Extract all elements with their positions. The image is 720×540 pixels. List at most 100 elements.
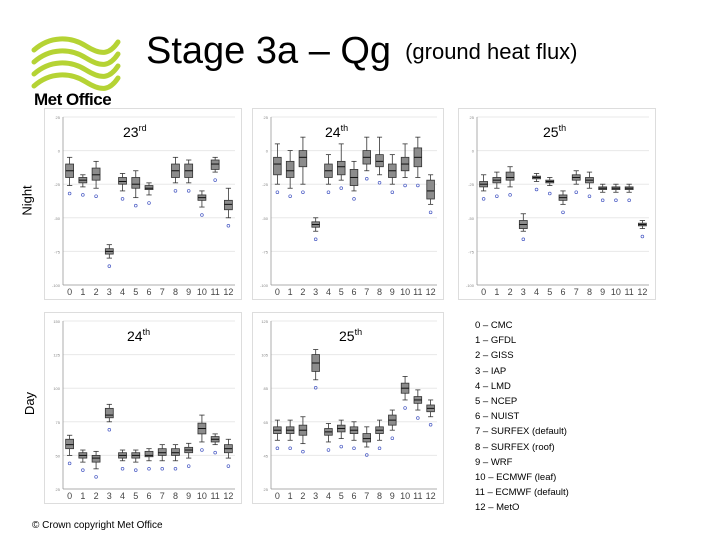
outlier-point [561,210,565,215]
legend-item: 9 – WRF [475,456,513,468]
x-tick-label: 1 [288,491,293,501]
copyright-notice: © Crown copyright Met Office [32,520,163,531]
x-tick-label: 5 [547,287,552,297]
outlier-point [94,475,98,479]
legend-item: 1 – GFDL [475,335,517,347]
outlier-point [200,213,204,217]
outlier-point [186,189,191,193]
y-tick-label: 65 [264,420,269,425]
x-tick-label: 9 [390,491,395,501]
box [273,156,282,176]
legend-item: 3 – IAP [475,365,507,377]
legend-item: 5 – NCEP [475,395,518,407]
y-tick-label: 0 [472,149,475,154]
x-tick-label: 10 [197,287,207,297]
outlier-point [301,449,305,454]
x-tick-label: 11 [210,287,219,297]
x-tick-label: 0 [275,287,280,297]
y-tick-label: -100 [52,283,61,288]
x-tick-label: 11 [413,491,422,501]
outlier-point [416,416,420,420]
outlier-point [365,177,369,181]
outlier-point [627,198,631,203]
x-tick-label: 5 [133,287,138,297]
box [157,448,167,456]
chart-title: 23rd [123,123,147,140]
x-tick-label: 2 [94,287,99,297]
chart-title: 25th [543,123,567,140]
x-tick-label: 5 [133,491,138,501]
x-tick-label: 9 [186,287,191,297]
outlier-point [107,428,112,432]
chart-title: 24th [325,123,349,140]
x-tick-label: 6 [351,287,356,297]
outlier-point [147,201,151,205]
x-tick-label: 10 [400,491,410,501]
y-tick-label: 105 [261,353,268,358]
outlier-point [213,450,217,455]
y-tick-label: -100 [466,283,475,288]
x-tick-label: 1 [288,287,293,297]
x-tick-label: 5 [339,287,344,297]
outlier-point [173,467,178,471]
outlier-point [275,446,280,451]
outlier-point [94,194,98,198]
x-tick-label: 0 [275,491,280,501]
outlier-point [288,446,292,451]
chart-night-24th: -100 -75 -50 -25 0 25 0 1 2 3 4 5 6 7 8 9 10 11 12 24th [252,108,444,300]
x-tick-label: 8 [377,491,382,501]
outlier-point [574,190,578,194]
box [285,160,295,178]
box [91,167,101,181]
chart-day-25th: 25 45 65 85 105 125 0 1 2 3 4 5 6 7 8 9 10 11 12 25th [252,312,444,504]
x-tick-label: 4 [326,491,331,501]
x-tick-label: 7 [364,491,369,501]
outlier-point [521,237,526,241]
x-tick-label: 12 [223,491,233,501]
outlier-point [200,448,204,452]
outlier-point [301,190,305,194]
x-tick-label: 8 [587,287,592,297]
outlier-point [640,234,645,239]
outlier-point [548,191,552,196]
x-tick-label: 8 [377,287,382,297]
title-main: Stage 3a – Qg [146,30,392,72]
outlier-point [186,464,191,468]
outlier-point [120,197,125,201]
box [362,433,371,443]
outlier-point [67,191,72,196]
legend-item: 11 – ECMWF (default) [475,487,569,499]
x-tick-label: 12 [223,287,233,297]
x-tick-label: 7 [160,287,165,297]
x-tick-label: 6 [146,287,151,297]
x-tick-label: 3 [521,287,526,297]
x-tick-label: 2 [94,491,99,501]
x-tick-label: 4 [326,287,331,297]
x-tick-label: 0 [481,287,486,297]
y-tick-label: 50 [56,453,61,458]
legend-item: 7 – SURFEX (default) [475,426,567,438]
x-tick-label: 7 [574,287,579,297]
outlier-point [134,468,138,472]
y-tick-label: 45 [264,453,269,458]
outlier-point [352,197,356,201]
box [65,438,74,450]
legend-item: 8 – SURFEX (roof) [475,441,555,453]
y-tick-label: 25 [264,115,269,120]
chart-day-24th: 25 50 75 100 125 150 0 1 2 3 4 5 6 7 8 9 10 11 12 24th [44,312,242,504]
outlier-point [614,198,618,203]
y-tick-label: 25 [56,115,61,120]
x-tick-label: 3 [313,287,318,297]
y-tick-label: 125 [53,353,60,358]
box [144,450,154,458]
outlier-point [81,468,85,472]
x-tick-label: 9 [186,491,191,501]
outlier-point [134,203,138,208]
outlier-point [377,446,382,451]
outlier-point [352,446,356,451]
y-tick-label: -25 [54,182,61,187]
y-tick-label: 100 [53,386,60,391]
outlier-point [226,464,231,468]
x-tick-label: 6 [351,491,356,501]
x-tick-label: 12 [426,287,436,297]
